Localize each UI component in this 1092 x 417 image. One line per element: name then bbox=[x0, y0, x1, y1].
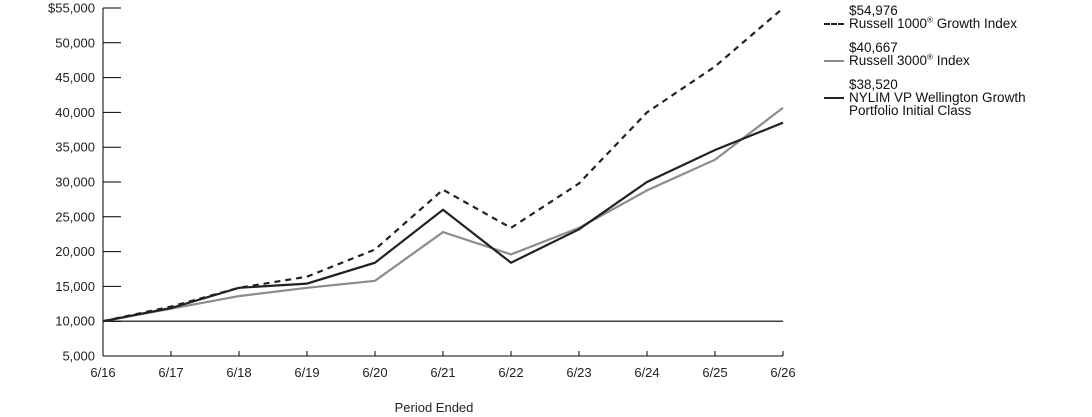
legend-entry-nylim-portfolio: $38,520 NYLIM VP Wellington Growth Portf… bbox=[824, 78, 1084, 117]
x-tick-label: 6/24 bbox=[634, 365, 659, 380]
y-tick-label: 50,000 bbox=[55, 35, 95, 50]
series-russell-3000-line bbox=[102, 106, 784, 323]
x-axis-title: Period Ended bbox=[395, 400, 474, 415]
legend-series-name: Russell 1000® Growth Index bbox=[849, 15, 1017, 31]
x-tick-label: 6/26 bbox=[770, 365, 795, 380]
legend: $54,976 Russell 1000® Growth Index $40,6… bbox=[824, 4, 1084, 128]
y-tick-label: 25,000 bbox=[55, 209, 95, 224]
legend-series-name: NYLIM VP Wellington Growth Portfolio Ini… bbox=[849, 90, 1026, 118]
y-tick-label: 40,000 bbox=[55, 105, 95, 120]
series-nylim-portfolio-line bbox=[102, 121, 784, 323]
series-russell-1000-growth-line bbox=[102, 7, 784, 323]
legend-entry-russell-3000: $40,667 Russell 3000® Index bbox=[824, 41, 1084, 67]
x-tick-label: 6/22 bbox=[498, 365, 523, 380]
y-tick-label: $55,000 bbox=[48, 1, 95, 16]
y-axis: 5,000 10,000 15,000 20,000 25,000 30,000 35,00… bbox=[48, 1, 783, 364]
legend-swatch-gray bbox=[824, 60, 844, 62]
legend-end-value: $38,520 bbox=[849, 77, 898, 92]
growth-line-chart: 5,000 10,000 15,000 20,000 25,000 30,000 35,00… bbox=[48, 1, 796, 416]
x-tick-label: 6/23 bbox=[566, 365, 591, 380]
y-tick-label: 5,000 bbox=[62, 349, 95, 364]
y-tick-label: 35,000 bbox=[55, 140, 95, 155]
legend-end-value: $40,667 bbox=[849, 40, 898, 55]
legend-swatch-dark bbox=[824, 97, 844, 99]
legend-entry-russell-1000-growth: $54,976 Russell 1000® Growth Index bbox=[824, 4, 1084, 30]
legend-series-name: Russell 3000® Index bbox=[849, 52, 970, 68]
y-tick-label: 10,000 bbox=[55, 314, 95, 329]
x-tick-label: 6/19 bbox=[294, 365, 319, 380]
y-tick-label: 45,000 bbox=[55, 70, 95, 85]
x-axis: 6/16 6/17 6/18 6/19 6/20 6/21 6/22 6/23 6/24 6/25… bbox=[90, 351, 796, 380]
x-tick-label: 6/20 bbox=[362, 365, 387, 380]
y-tick-label: 30,000 bbox=[55, 175, 95, 190]
x-tick-label: 6/17 bbox=[158, 365, 183, 380]
x-tick-label: 6/21 bbox=[430, 365, 455, 380]
x-tick-label: 6/18 bbox=[226, 365, 251, 380]
legend-end-value: $54,976 bbox=[849, 3, 898, 18]
legend-swatch-dashed bbox=[824, 23, 844, 25]
x-tick-label: 6/16 bbox=[90, 365, 115, 380]
y-tick-label: 15,000 bbox=[55, 279, 95, 294]
x-tick-label: 6/25 bbox=[702, 365, 727, 380]
series-lines bbox=[102, 7, 784, 323]
y-tick-label: 20,000 bbox=[55, 244, 95, 259]
